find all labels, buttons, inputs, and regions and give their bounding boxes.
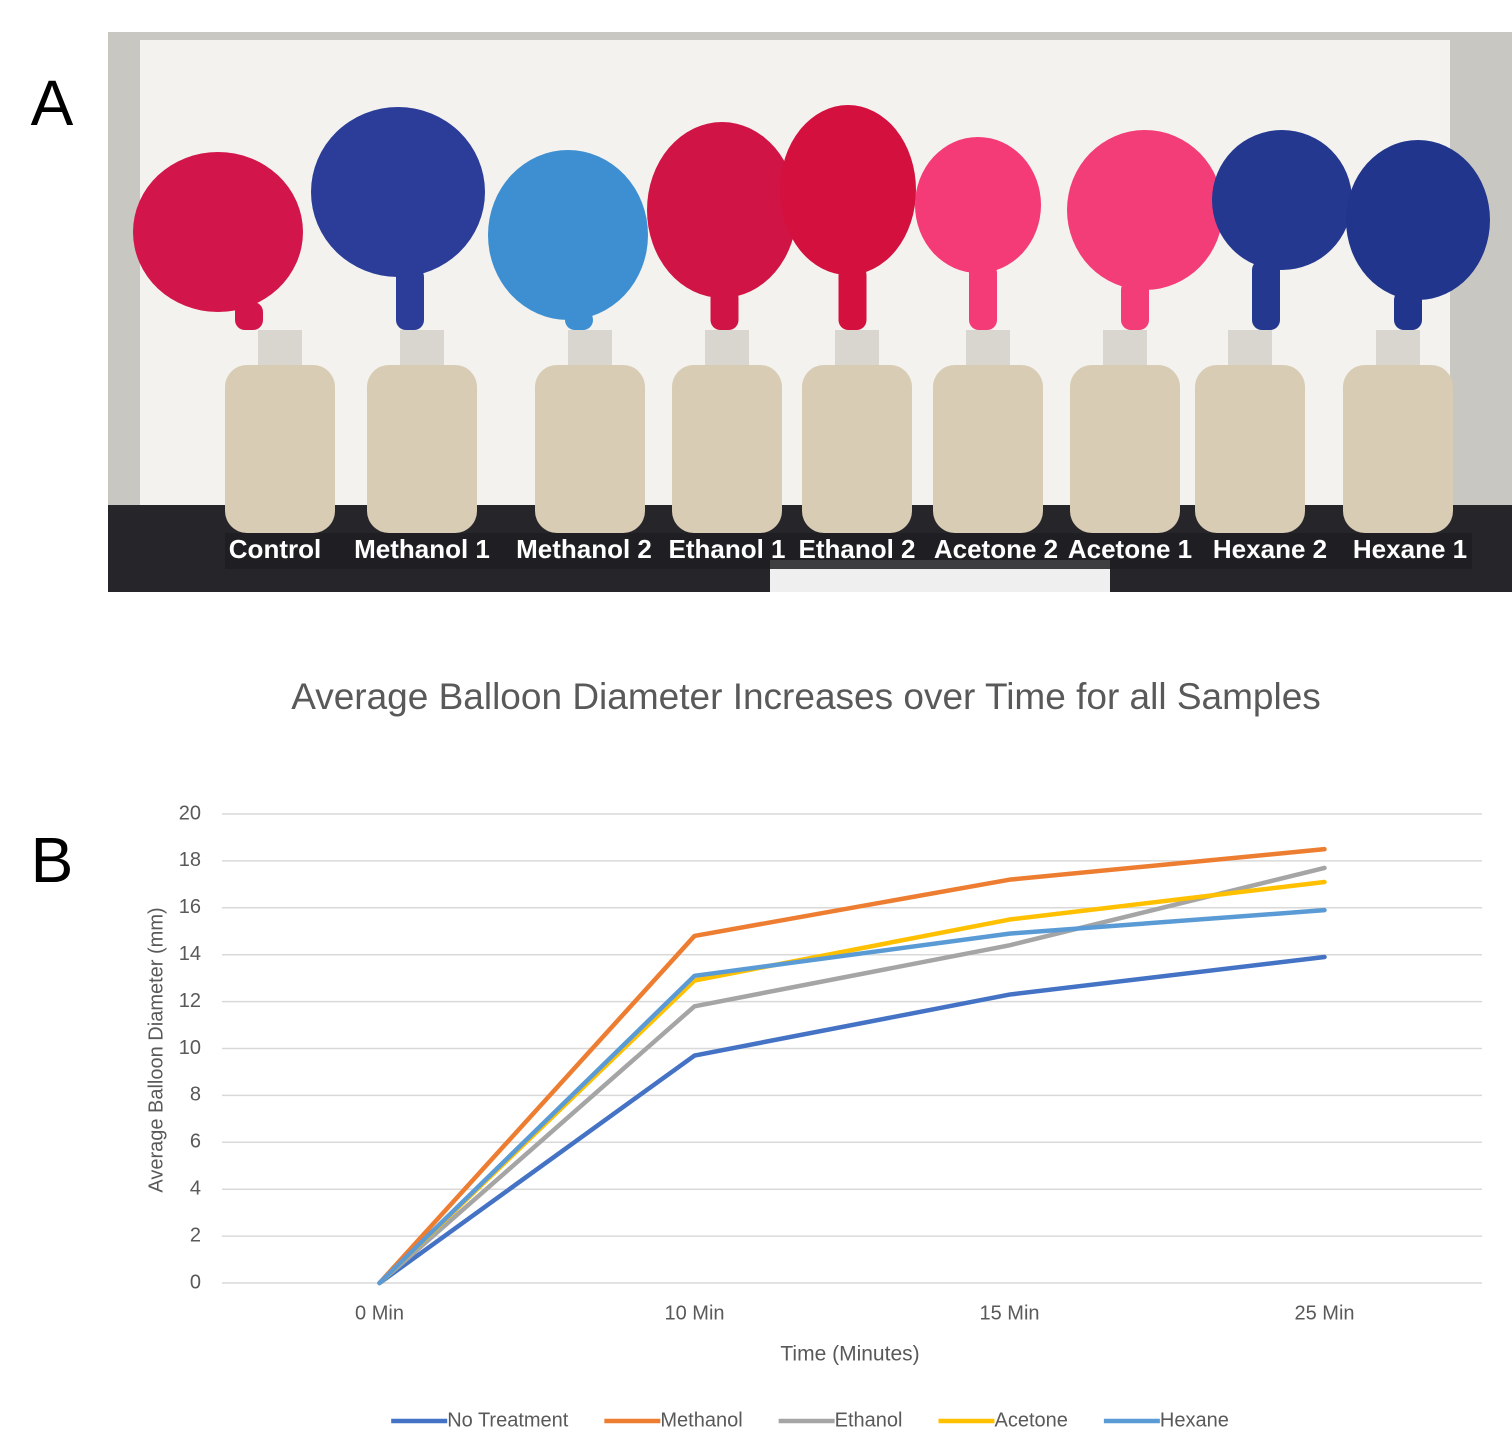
y-tick-label: 10 bbox=[179, 1037, 201, 1059]
bottle-neck bbox=[705, 330, 749, 370]
bottle-neck bbox=[1103, 330, 1147, 370]
y-tick-label: 16 bbox=[179, 896, 201, 918]
y-tick-label: 12 bbox=[179, 990, 201, 1012]
balloon bbox=[1212, 130, 1352, 270]
y-tick-label: 0 bbox=[190, 1271, 201, 1293]
y-tick-label: 6 bbox=[190, 1131, 201, 1153]
bottle bbox=[535, 365, 645, 533]
x-tick-label: 25 Min bbox=[1294, 1302, 1354, 1324]
legend-label: Methanol bbox=[660, 1409, 742, 1431]
photo: Control Methanol 1 Methanol 2 Ethanol 1 Etha… bbox=[108, 32, 1512, 592]
bottle bbox=[1195, 365, 1305, 533]
x-tick-label: 15 Min bbox=[979, 1302, 1039, 1324]
sample-label: Acetone 1 bbox=[1068, 534, 1192, 564]
bottle bbox=[1070, 365, 1180, 533]
bottle bbox=[1343, 365, 1453, 533]
sample-label: Methanol 1 bbox=[354, 534, 490, 564]
balloon bbox=[133, 152, 303, 312]
series-line bbox=[380, 849, 1325, 1283]
bottle-neck bbox=[1376, 330, 1420, 370]
balloon bbox=[1067, 130, 1223, 290]
balloon bbox=[488, 150, 648, 320]
x-tick-label: 10 Min bbox=[664, 1302, 724, 1324]
panel-label: B bbox=[31, 824, 74, 896]
sample-label: Acetone 2 bbox=[934, 534, 1058, 564]
y-tick-label: 20 bbox=[179, 802, 201, 824]
y-axis-title: Average Balloon Diameter (mm) bbox=[145, 907, 167, 1192]
series-line bbox=[380, 910, 1325, 1283]
sample-label: Hexane 2 bbox=[1213, 534, 1327, 564]
sample-label: Control bbox=[229, 534, 321, 564]
y-tick-label: 14 bbox=[179, 943, 201, 965]
y-tick-label: 2 bbox=[190, 1224, 201, 1246]
bottle bbox=[672, 365, 782, 533]
y-tick-label: 8 bbox=[190, 1084, 201, 1106]
bottle-neck bbox=[568, 330, 612, 370]
balloon bbox=[915, 137, 1041, 273]
sample-label: Ethanol 1 bbox=[668, 534, 785, 564]
chart-title: Average Balloon Diameter Increases over … bbox=[256, 668, 1356, 726]
balloon-neck bbox=[1252, 260, 1280, 330]
balloon bbox=[311, 107, 485, 277]
x-axis-title: Time (Minutes) bbox=[780, 1343, 919, 1366]
bottle-neck bbox=[966, 330, 1010, 370]
balloon bbox=[780, 105, 916, 275]
legend-label: Hexane bbox=[1160, 1409, 1229, 1431]
bottle-neck bbox=[400, 330, 444, 370]
bottle-neck bbox=[258, 330, 302, 370]
bottle bbox=[802, 365, 912, 533]
sample-label: Ethanol 2 bbox=[798, 534, 915, 564]
sample-label: Hexane 1 bbox=[1353, 534, 1467, 564]
balloon bbox=[647, 122, 797, 298]
legend-label: No Treatment bbox=[447, 1409, 569, 1431]
page: Control Methanol 1 Methanol 2 Ethanol 1 Etha… bbox=[0, 0, 1512, 1434]
bottle bbox=[933, 365, 1043, 533]
balloon bbox=[1346, 140, 1490, 300]
series-line bbox=[380, 957, 1325, 1283]
bottle-neck bbox=[835, 330, 879, 370]
legend-label: Ethanol bbox=[835, 1409, 903, 1431]
balloon-neck bbox=[969, 263, 997, 330]
bottle-neck bbox=[1228, 330, 1272, 370]
bottle bbox=[367, 365, 477, 533]
y-tick-label: 18 bbox=[179, 849, 201, 871]
legend-label: Acetone bbox=[994, 1409, 1067, 1431]
sample-label: Methanol 2 bbox=[516, 534, 652, 564]
bottle bbox=[225, 365, 335, 533]
series-line bbox=[380, 868, 1325, 1283]
panel-label: A bbox=[31, 67, 74, 139]
y-tick-label: 4 bbox=[190, 1177, 201, 1199]
x-tick-label: 0 Min bbox=[355, 1302, 404, 1324]
series-line bbox=[380, 882, 1325, 1283]
